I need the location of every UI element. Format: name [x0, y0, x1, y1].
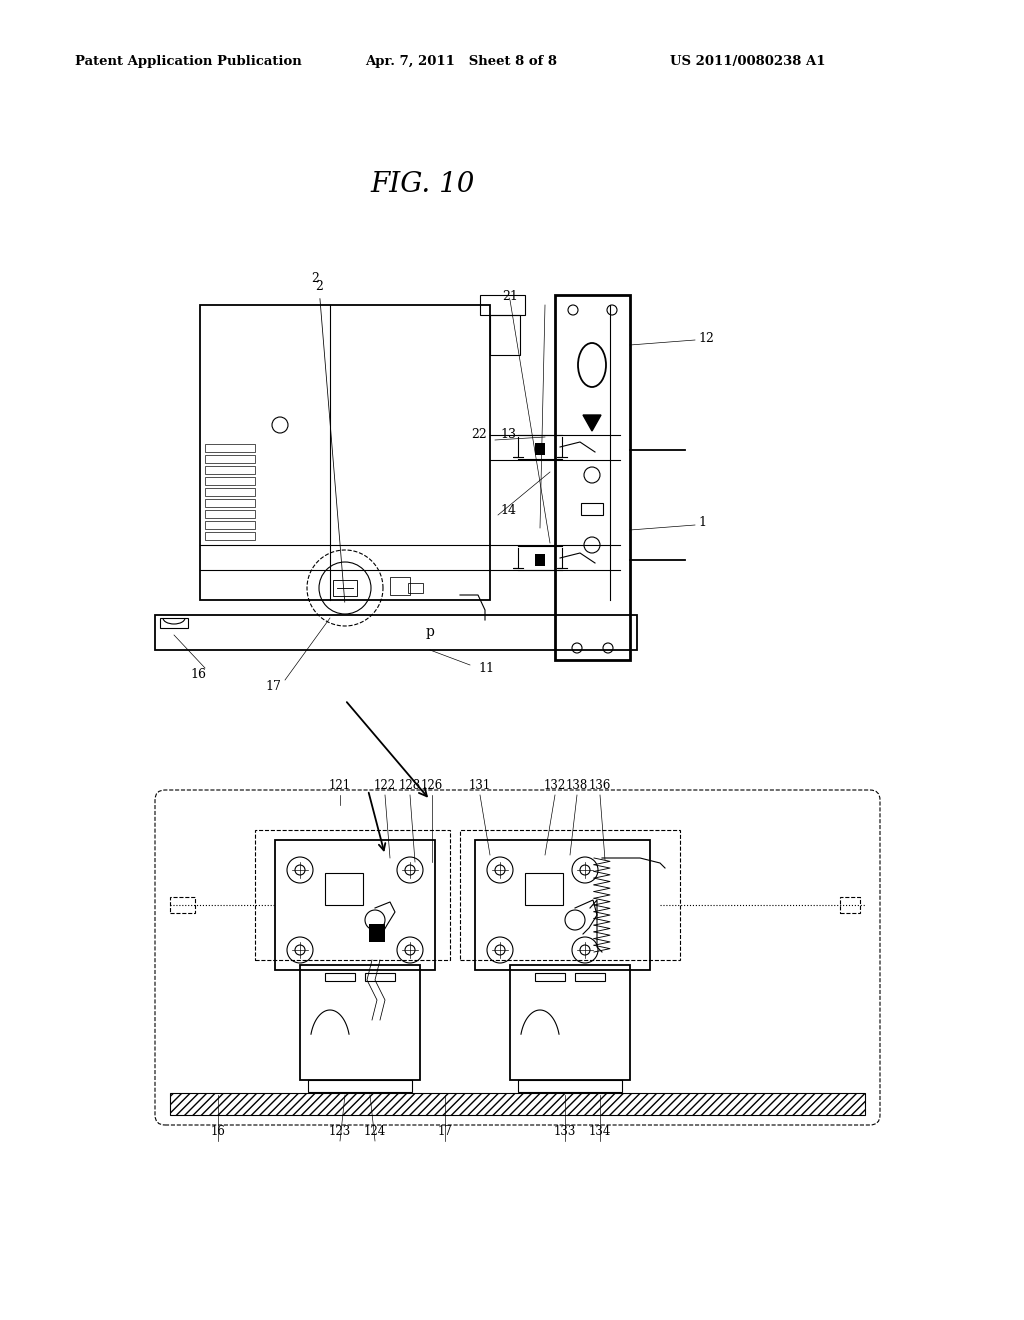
- Text: 126: 126: [421, 779, 443, 792]
- Text: 2: 2: [315, 280, 345, 602]
- Text: 13: 13: [500, 429, 516, 441]
- Bar: [510, 965, 630, 1080]
- Bar: [205, 499, 255, 507]
- Text: 133: 133: [554, 1125, 577, 1138]
- Text: 2: 2: [311, 272, 318, 285]
- Bar: [205, 455, 255, 463]
- Bar: [205, 532, 255, 540]
- Bar: [300, 965, 420, 1080]
- Bar: [460, 830, 680, 960]
- Text: 128: 128: [399, 779, 421, 792]
- Text: 12: 12: [698, 331, 714, 345]
- Text: 22: 22: [471, 429, 487, 441]
- Bar: [325, 873, 362, 906]
- Bar: [205, 466, 255, 474]
- Text: 121: 121: [329, 779, 351, 792]
- Bar: [308, 1080, 412, 1092]
- Bar: [275, 840, 435, 970]
- Bar: [408, 583, 423, 593]
- Bar: [255, 830, 450, 960]
- Bar: [325, 973, 355, 981]
- Bar: [390, 577, 410, 595]
- Text: 17: 17: [437, 1125, 453, 1138]
- Text: 122: 122: [374, 779, 396, 792]
- Text: 16: 16: [190, 668, 206, 681]
- Bar: [205, 444, 255, 451]
- Text: 17: 17: [265, 680, 281, 693]
- Text: 134: 134: [589, 1125, 611, 1138]
- Bar: [170, 898, 195, 913]
- Text: US 2011/0080238 A1: US 2011/0080238 A1: [670, 55, 825, 69]
- Bar: [581, 503, 603, 515]
- Bar: [518, 1080, 622, 1092]
- Bar: [365, 973, 395, 981]
- Bar: [170, 1093, 865, 1115]
- Text: Apr. 7, 2011   Sheet 8 of 8: Apr. 7, 2011 Sheet 8 of 8: [365, 55, 557, 69]
- Text: 132: 132: [544, 779, 566, 792]
- Polygon shape: [583, 414, 601, 432]
- Bar: [160, 618, 188, 628]
- Bar: [205, 521, 255, 529]
- Text: 16: 16: [211, 1125, 225, 1138]
- Bar: [535, 444, 545, 455]
- Bar: [555, 294, 630, 660]
- Bar: [475, 840, 650, 970]
- Bar: [369, 924, 385, 942]
- Text: 131: 131: [469, 779, 492, 792]
- Text: 14: 14: [500, 503, 516, 516]
- Bar: [205, 477, 255, 484]
- Text: p: p: [426, 624, 434, 639]
- Text: 123: 123: [329, 1125, 351, 1138]
- Bar: [200, 305, 490, 601]
- Bar: [480, 294, 525, 315]
- Bar: [525, 873, 563, 906]
- Bar: [333, 579, 357, 597]
- Text: 124: 124: [364, 1125, 386, 1138]
- Bar: [575, 973, 605, 981]
- Bar: [205, 488, 255, 496]
- Bar: [490, 315, 520, 355]
- Bar: [205, 510, 255, 517]
- Bar: [535, 973, 565, 981]
- Text: 138: 138: [566, 779, 588, 792]
- Text: 11: 11: [478, 661, 494, 675]
- Text: Patent Application Publication: Patent Application Publication: [75, 55, 302, 69]
- Bar: [535, 554, 545, 566]
- Text: FIG. 10: FIG. 10: [370, 172, 474, 198]
- Text: 1: 1: [698, 516, 706, 529]
- Bar: [155, 615, 637, 649]
- Text: 21: 21: [502, 289, 518, 302]
- Bar: [840, 898, 860, 913]
- Text: 136: 136: [589, 779, 611, 792]
